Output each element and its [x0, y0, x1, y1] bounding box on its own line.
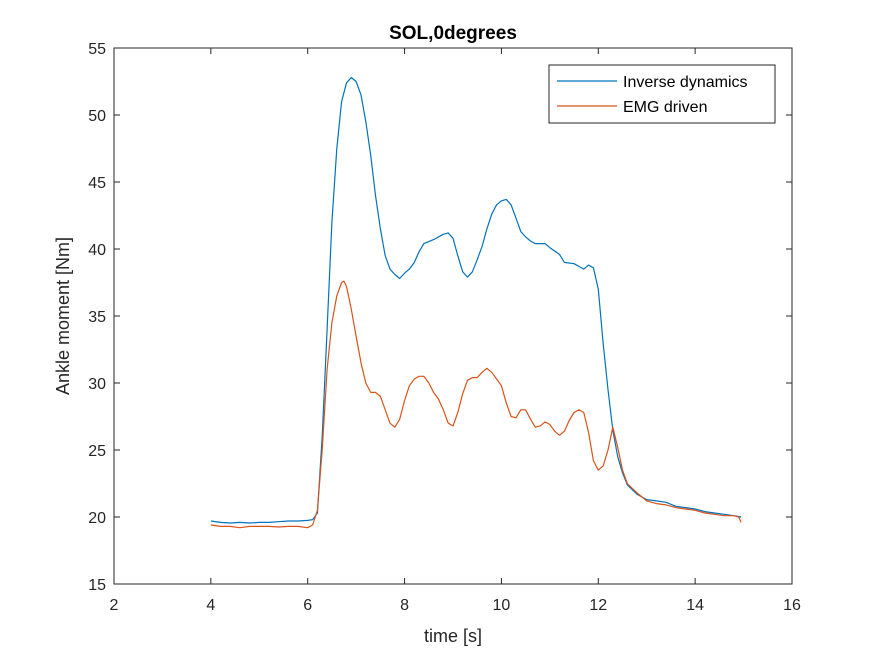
legend: Inverse dynamics EMG driven [548, 64, 776, 124]
y-tick-label: 15 [88, 577, 106, 594]
chart-title: SOL,0degrees [389, 23, 517, 44]
series-layer [210, 76, 742, 529]
plot-background [114, 48, 792, 584]
y-tick-label: 50 [88, 108, 106, 125]
y-axis-label: Ankle moment [Nm] [53, 237, 73, 395]
y-tick-label: 20 [88, 510, 106, 527]
legend-box [548, 64, 776, 124]
x-tick-label: 4 [206, 597, 215, 614]
x-tick-label: 14 [686, 597, 704, 614]
legend-label-inverse-dynamics: Inverse dynamics [623, 74, 748, 91]
series-line-emg-driven [210, 280, 742, 529]
y-tick-label: 55 [88, 41, 106, 58]
x-tick-label: 2 [110, 597, 119, 614]
x-tick-label: 10 [493, 597, 511, 614]
y-tick-label: 30 [88, 376, 106, 393]
x-tick-label: 8 [400, 597, 409, 614]
series-line-inverse-dynamics [210, 76, 742, 524]
legend-label-emg-driven: EMG driven [623, 99, 707, 116]
x-tick-label: 6 [303, 597, 312, 614]
y-tick-label: 25 [88, 443, 106, 460]
x-axis-label: time [s] [424, 626, 482, 646]
x-tick-label: 12 [589, 597, 607, 614]
tick-layer: 2 4 6 8 10 12 14 16 15 20 25 30 35 40 45 50 55 [88, 41, 801, 614]
y-tick-label: 45 [88, 175, 106, 192]
y-tick-label: 40 [88, 242, 106, 259]
x-tick-label: 16 [783, 597, 801, 614]
y-tick-label: 35 [88, 309, 106, 326]
